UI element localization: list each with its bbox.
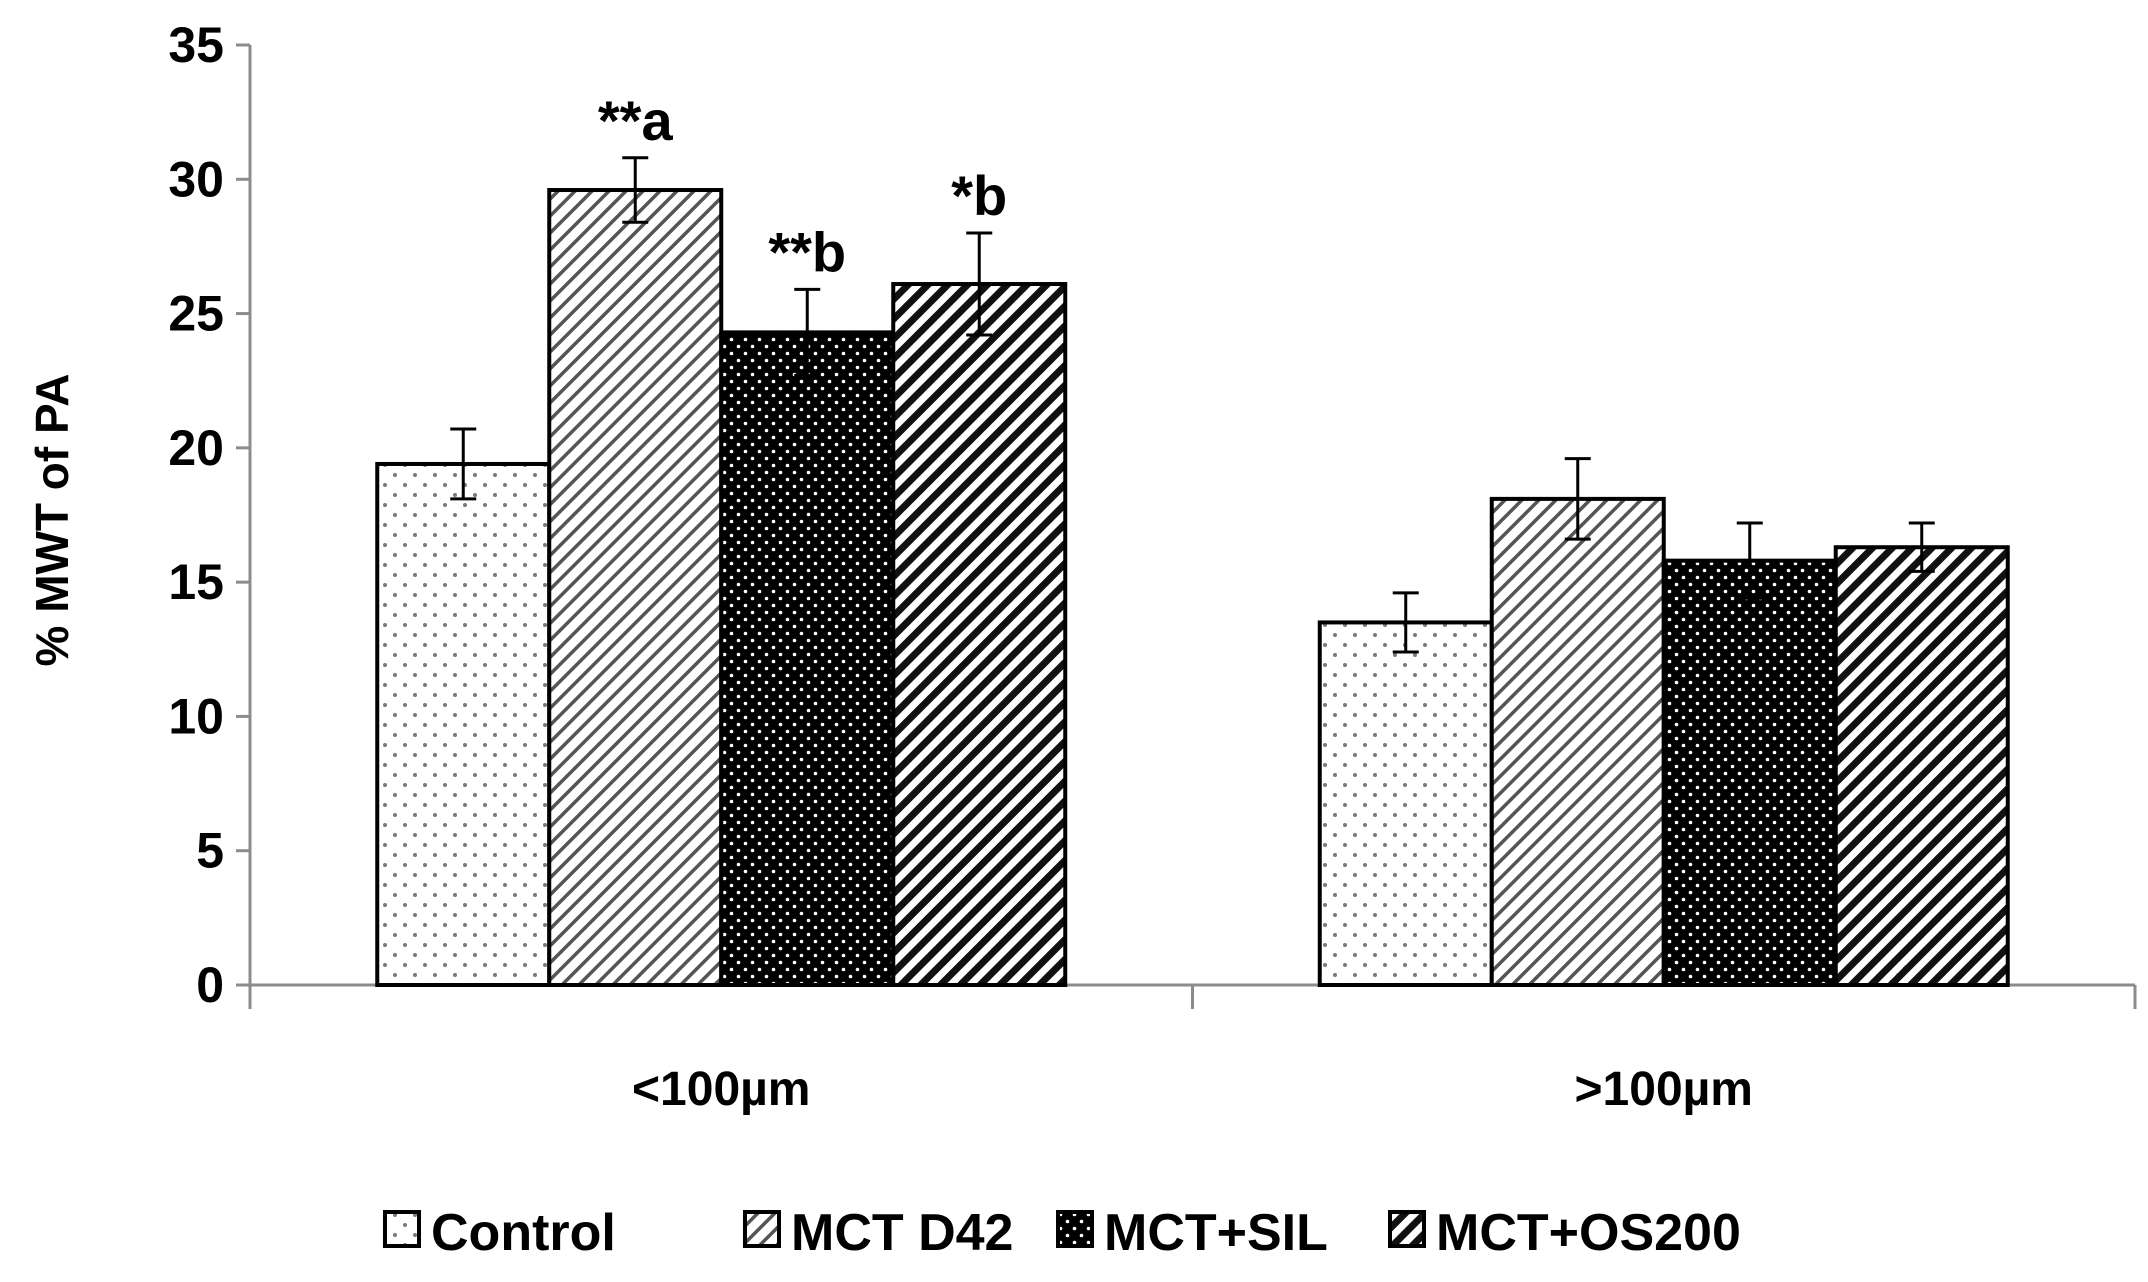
- y-axis: 0 5 10 15 20 25 30 35: [168, 17, 252, 1013]
- legend-label: MCT+OS200: [1436, 1204, 1741, 1262]
- y-tick-label: 25: [168, 286, 224, 342]
- legend-label: MCT+SIL: [1104, 1204, 1328, 1262]
- x-tick-label: <100µm: [632, 1063, 810, 1116]
- significance-label: **a: [598, 89, 674, 152]
- bar-mct-os200-1: [1833, 545, 2010, 987]
- bar-mct-sil-1: [1661, 558, 1838, 988]
- y-tick-label: 5: [196, 823, 224, 879]
- y-tick-label: 30: [168, 151, 224, 207]
- y-tick-label: 0: [196, 957, 224, 1013]
- bar-control-0: [375, 461, 552, 987]
- legend-label: MCT D42: [791, 1204, 1013, 1262]
- bar-mct-d42-0: [547, 188, 724, 987]
- legend-swatch-control: [383, 1210, 421, 1248]
- significance-label: *b: [951, 164, 1007, 227]
- y-tick-label: 15: [168, 554, 224, 610]
- bar-control-1: [1317, 620, 1494, 988]
- bars: **a **b *b: [375, 89, 2010, 988]
- legend-label: Control: [431, 1204, 616, 1262]
- x-axis: <100µm >100µm: [248, 983, 2137, 1116]
- bar-mct-d42-1: [1489, 496, 1666, 987]
- legend-swatch-mct-d42: [743, 1210, 781, 1248]
- significance-label: **b: [768, 220, 846, 283]
- y-tick-label: 10: [168, 688, 224, 744]
- y-tick-label: 35: [168, 17, 224, 73]
- x-tick-label: >100µm: [1575, 1063, 1753, 1116]
- legend: Control MCT D42 MCT+SIL MCT+OS200: [383, 1204, 1741, 1262]
- legend-swatch-mct-sil: [1056, 1210, 1094, 1248]
- bar-mct-sil-0: [719, 330, 896, 988]
- bar-mct-os200-0: [891, 282, 1068, 987]
- legend-swatch-mct-os200: [1388, 1210, 1426, 1248]
- y-axis-label: % MWT of PA: [26, 374, 78, 667]
- y-tick-label: 20: [168, 420, 224, 476]
